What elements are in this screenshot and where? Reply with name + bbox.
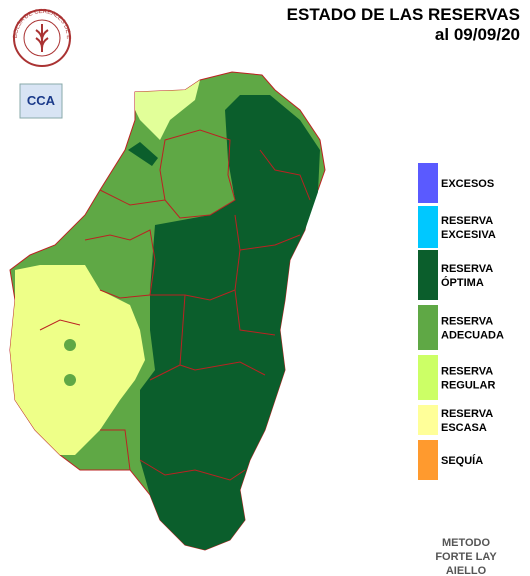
method-note: METODO FORTE LAY AIELLO — [435, 537, 497, 576]
spot-adecuada — [64, 374, 76, 386]
legend-swatch — [418, 440, 438, 480]
zone-optima — [140, 95, 320, 550]
method-line: FORTE LAY — [435, 551, 497, 563]
title: ESTADO DE LAS RESERVAS — [287, 5, 520, 24]
legend-label: ÓPTIMA — [441, 276, 484, 289]
zone-regular-north — [135, 80, 200, 140]
legend-swatch — [418, 163, 438, 203]
legend-label: EXCESIVA — [441, 229, 496, 241]
legend-label: RESERVA — [441, 263, 493, 275]
legend-swatch — [418, 206, 438, 248]
zone-escasa — [10, 265, 145, 455]
method-line: AIELLO — [446, 565, 487, 576]
legend-label: RESERVA — [441, 316, 493, 328]
legend-swatch — [418, 305, 438, 350]
legend-label: ESCASA — [441, 422, 487, 434]
legend-label: REGULAR — [441, 380, 495, 392]
bolsa-logo: BOLSA DE CEREALES DE ENTRE RIOS — [0, 0, 71, 67]
cca-text: CCA — [27, 93, 56, 108]
legend-label: RESERVA — [441, 215, 493, 227]
legend: EXCESOSRESERVAEXCESIVARESERVAÓPTIMARESER… — [418, 163, 504, 480]
legend-swatch — [418, 405, 438, 435]
method-line: METODO — [442, 537, 491, 549]
legend-swatch — [418, 355, 438, 400]
spot-optima — [128, 142, 158, 166]
cca-logo: CCA — [19, 83, 63, 119]
legend-label: EXCESOS — [441, 178, 494, 190]
spot-adecuada — [64, 339, 76, 351]
map — [9, 71, 326, 551]
legend-swatch — [418, 250, 438, 300]
legend-label: ADECUADA — [441, 330, 504, 342]
legend-label: RESERVA — [441, 366, 493, 378]
date: al 09/09/20 — [435, 25, 520, 44]
legend-label: RESERVA — [441, 408, 493, 420]
legend-label: SEQUÍA — [441, 454, 483, 467]
department-borders — [39, 129, 311, 481]
